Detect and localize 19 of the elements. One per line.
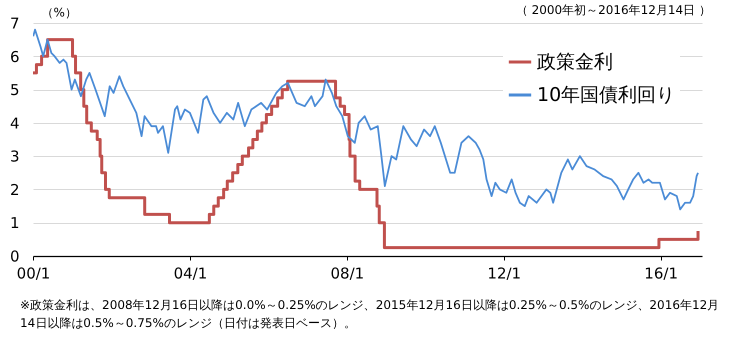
y-tick-label: 3 bbox=[10, 148, 20, 166]
y-tick-label: 6 bbox=[10, 48, 20, 66]
line-series bbox=[33, 28, 699, 210]
x-tick-label: 04/1 bbox=[174, 264, 208, 282]
y-tick-label: 7 bbox=[10, 14, 20, 32]
y-tick-label: 5 bbox=[10, 81, 20, 100]
x-tick-label: 08/1 bbox=[330, 264, 364, 282]
x-tick-label: 16/1 bbox=[644, 264, 678, 282]
text: ※政策金利は、2008年12月16日以降は0.0%～0.25%のレンジ、2015年12月16日以降は0.25%～0.5%のレンジ、2016年12月14日以降は0.5%～0.75%のレンジ（日付は発表日ベース）。 bbox=[20, 297, 720, 332]
y-tick-label: 0 bbox=[10, 248, 20, 266]
text: （ 2000年初～2016年12月14日 ） bbox=[516, 2, 711, 19]
y-tick-label: 1 bbox=[10, 214, 20, 232]
y-tick-label: 4 bbox=[10, 114, 20, 132]
y-tick-label: 2 bbox=[10, 180, 20, 199]
x-tick-label: 00/1 bbox=[16, 264, 50, 282]
y-axis-title: （%） bbox=[42, 6, 77, 20]
legend-label: 10年国債利回り bbox=[537, 84, 676, 106]
legend-label: 政策金利 bbox=[537, 51, 613, 73]
x-tick-label: 12/1 bbox=[487, 264, 522, 282]
